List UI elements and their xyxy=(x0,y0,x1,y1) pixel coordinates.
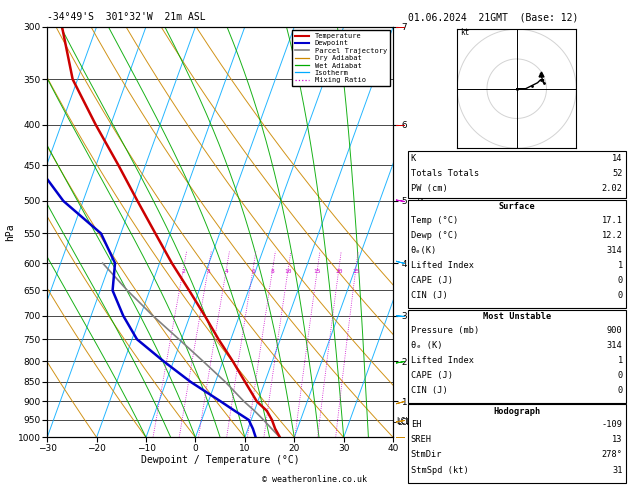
Text: 314: 314 xyxy=(607,246,623,255)
Text: 314: 314 xyxy=(607,341,623,349)
Y-axis label: km
ASL: km ASL xyxy=(423,223,438,242)
Text: 0: 0 xyxy=(618,386,623,395)
Text: Lifted Index: Lifted Index xyxy=(411,261,474,270)
Text: 10: 10 xyxy=(284,269,292,274)
Text: -34°49'S  301°32'W  21m ASL: -34°49'S 301°32'W 21m ASL xyxy=(47,12,206,22)
Text: 0: 0 xyxy=(618,276,623,285)
Text: K: K xyxy=(411,154,416,163)
Text: CIN (J): CIN (J) xyxy=(411,291,447,300)
Text: 01.06.2024  21GMT  (Base: 12): 01.06.2024 21GMT (Base: 12) xyxy=(408,12,578,22)
Text: StmDir: StmDir xyxy=(411,451,442,459)
Text: 8: 8 xyxy=(271,269,274,274)
Text: LCL: LCL xyxy=(397,417,411,426)
Text: kt: kt xyxy=(460,28,469,37)
Text: 14: 14 xyxy=(612,154,623,163)
Legend: Temperature, Dewpoint, Parcel Trajectory, Dry Adiabat, Wet Adiabat, Isotherm, Mi: Temperature, Dewpoint, Parcel Trajectory… xyxy=(292,30,389,86)
Text: Totals Totals: Totals Totals xyxy=(411,169,479,178)
Text: © weatheronline.co.uk: © weatheronline.co.uk xyxy=(262,474,367,484)
Text: CAPE (J): CAPE (J) xyxy=(411,276,453,285)
Text: 278°: 278° xyxy=(602,451,623,459)
Text: 2: 2 xyxy=(182,269,186,274)
Text: CAPE (J): CAPE (J) xyxy=(411,371,453,380)
Y-axis label: hPa: hPa xyxy=(5,223,15,241)
Text: 12.2: 12.2 xyxy=(602,231,623,240)
Text: Surface: Surface xyxy=(498,202,535,211)
Text: 0: 0 xyxy=(618,371,623,380)
Text: CIN (J): CIN (J) xyxy=(411,386,447,395)
Text: PW (cm): PW (cm) xyxy=(411,184,447,193)
Text: 2.02: 2.02 xyxy=(602,184,623,193)
Text: 6: 6 xyxy=(251,269,255,274)
Text: 3: 3 xyxy=(206,269,210,274)
Text: 0: 0 xyxy=(618,291,623,300)
Text: Lifted Index: Lifted Index xyxy=(411,356,474,364)
Text: Most Unstable: Most Unstable xyxy=(482,312,551,321)
Text: -109: -109 xyxy=(602,420,623,429)
Text: 25: 25 xyxy=(352,269,360,274)
Text: Temp (°C): Temp (°C) xyxy=(411,216,458,225)
Text: 900: 900 xyxy=(607,326,623,334)
Text: 52: 52 xyxy=(612,169,623,178)
Text: 20: 20 xyxy=(335,269,343,274)
Text: 4: 4 xyxy=(225,269,228,274)
Text: θₑ(K): θₑ(K) xyxy=(411,246,437,255)
Text: SREH: SREH xyxy=(411,435,431,444)
Text: θₑ (K): θₑ (K) xyxy=(411,341,442,349)
Text: Mixing Ratio (g/kg): Mixing Ratio (g/kg) xyxy=(418,188,426,276)
Text: 1: 1 xyxy=(618,356,623,364)
Text: 1: 1 xyxy=(618,261,623,270)
Text: 15: 15 xyxy=(314,269,321,274)
Text: EH: EH xyxy=(411,420,421,429)
Text: 17.1: 17.1 xyxy=(602,216,623,225)
Text: 13: 13 xyxy=(612,435,623,444)
Text: StmSpd (kt): StmSpd (kt) xyxy=(411,466,469,474)
Text: Dewp (°C): Dewp (°C) xyxy=(411,231,458,240)
X-axis label: Dewpoint / Temperature (°C): Dewpoint / Temperature (°C) xyxy=(141,455,299,466)
Text: Pressure (mb): Pressure (mb) xyxy=(411,326,479,334)
Text: Hodograph: Hodograph xyxy=(493,407,540,416)
Text: 31: 31 xyxy=(612,466,623,474)
